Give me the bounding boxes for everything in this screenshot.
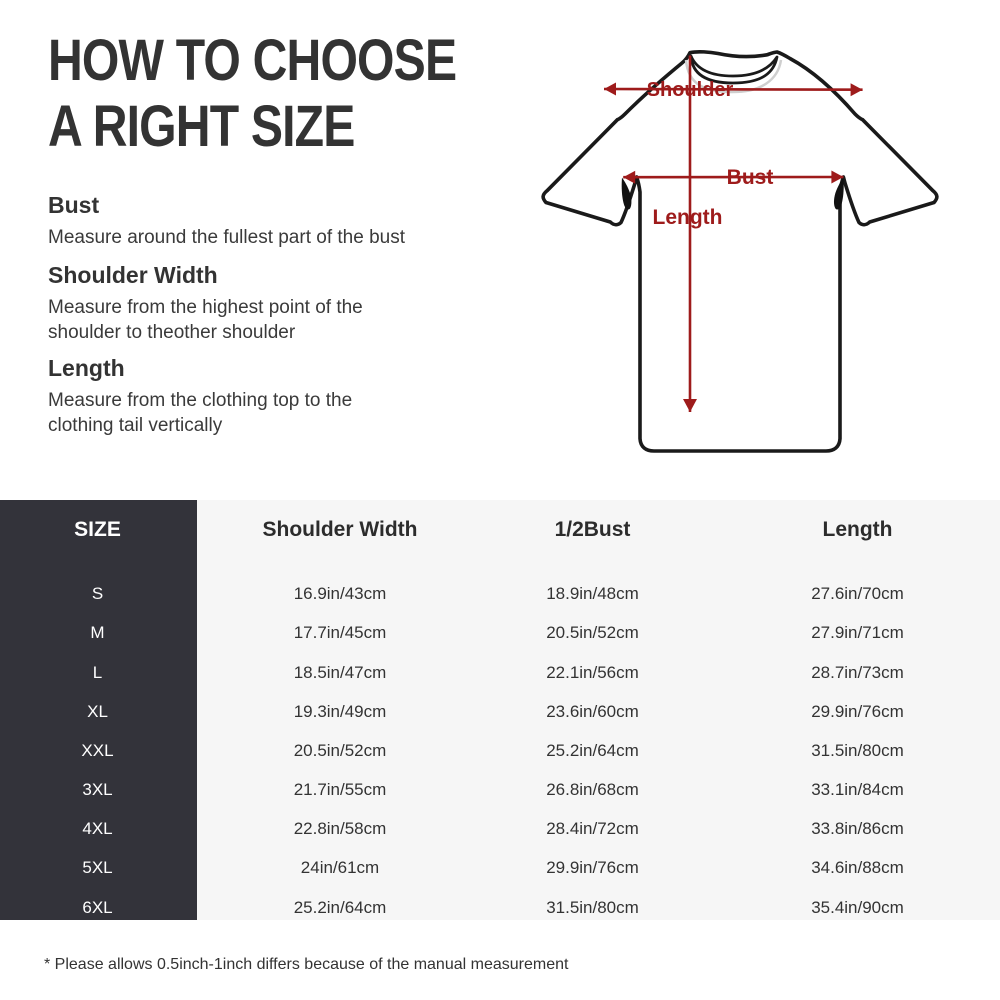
svg-text:Length: Length — [653, 206, 723, 229]
svg-text:Bust: Bust — [727, 166, 774, 189]
svg-text:Shoulder: Shoulder — [647, 79, 734, 101]
